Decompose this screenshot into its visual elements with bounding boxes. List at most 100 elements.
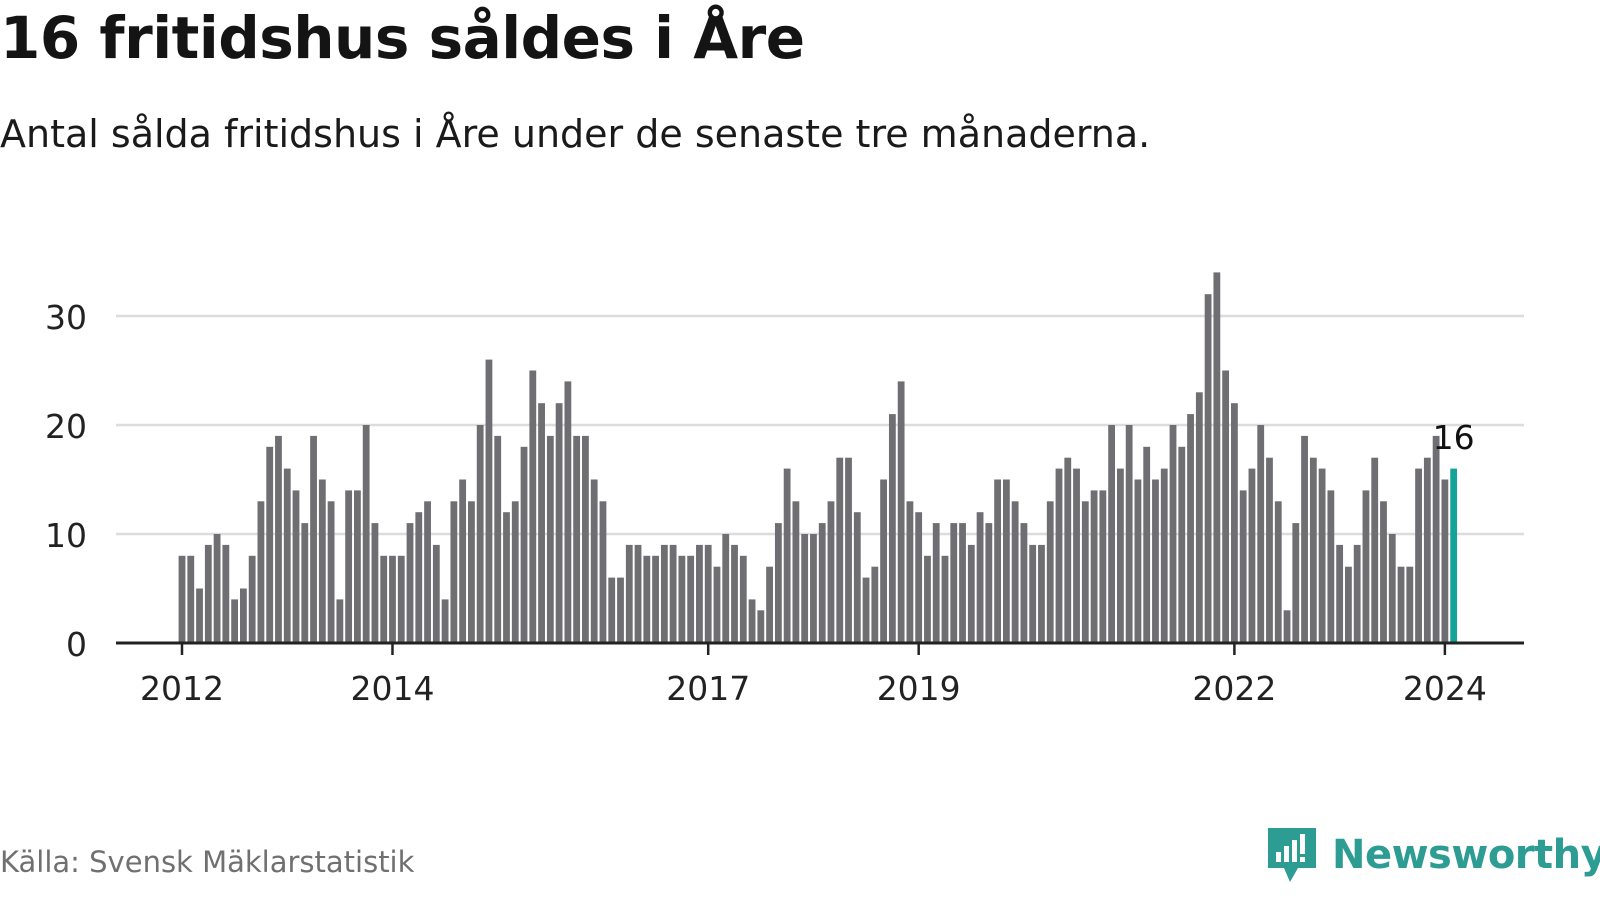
bar [424, 501, 431, 643]
bar [1038, 544, 1045, 643]
bar [1406, 566, 1414, 643]
bar [257, 501, 265, 643]
bar [1336, 544, 1344, 643]
bar [590, 479, 598, 643]
bar [1011, 501, 1019, 643]
chart-title: 16 fritidshus såldes i Åre [0, 4, 805, 72]
bar [266, 446, 274, 643]
bar [915, 512, 923, 643]
bar [766, 566, 773, 643]
y-tick-label: 30 [45, 298, 87, 337]
bar [880, 479, 887, 643]
bar [450, 501, 458, 643]
bar [582, 435, 589, 643]
x-tick-label: 2019 [877, 669, 961, 708]
bar [774, 523, 782, 643]
bar [792, 501, 800, 643]
bar [1187, 414, 1194, 643]
bar [301, 523, 309, 643]
bar [468, 501, 475, 643]
bar [336, 599, 344, 643]
bar [204, 544, 212, 643]
bar [1318, 468, 1326, 643]
bar [1213, 272, 1221, 643]
bar-highlight [1450, 468, 1458, 643]
bar [1301, 435, 1308, 643]
bar [906, 501, 914, 643]
bar [888, 414, 896, 643]
y-tick-label: 20 [45, 407, 87, 446]
bar [652, 555, 659, 643]
bar [529, 370, 537, 643]
bar [1064, 457, 1072, 643]
bar [406, 523, 414, 643]
bar [897, 381, 905, 643]
bar [731, 544, 738, 643]
bar [538, 403, 545, 643]
bar [818, 523, 826, 643]
bar [643, 555, 651, 643]
bar [318, 479, 326, 643]
bar [1169, 425, 1177, 643]
bar [994, 479, 1002, 643]
bar [239, 588, 247, 643]
bar [327, 501, 335, 643]
bar [932, 523, 940, 643]
bar [283, 468, 291, 643]
y-tick-label: 10 [45, 516, 87, 555]
bar [950, 523, 958, 643]
bar [985, 523, 993, 643]
chart-subtitle: Antal sålda fritidshus i Åre under de se… [0, 112, 1151, 156]
bar [739, 555, 747, 643]
bar [1423, 457, 1431, 643]
bar [1116, 468, 1124, 643]
bar [1432, 435, 1440, 643]
bar [187, 555, 195, 643]
bar [564, 381, 572, 643]
bar [1081, 501, 1089, 643]
source-note: Källa: Svensk Mäklarstatistik [0, 845, 415, 879]
bar [1397, 566, 1405, 643]
bar [1152, 479, 1159, 643]
brand-logo: Newsworthy [1266, 826, 1600, 884]
bar [459, 479, 467, 643]
bar [196, 588, 203, 643]
bar [1292, 523, 1300, 643]
bar [599, 501, 607, 643]
x-tick-label: 2017 [666, 669, 750, 708]
bar [941, 555, 949, 643]
bar [678, 555, 686, 643]
bar [1090, 490, 1098, 643]
bar [1108, 425, 1116, 643]
bar [1055, 468, 1063, 643]
bar [441, 599, 449, 643]
bar [634, 544, 642, 643]
bar [573, 435, 581, 643]
bar [397, 555, 405, 643]
value-annotation: 16 [1433, 418, 1475, 457]
bar [617, 577, 624, 643]
bar [1204, 294, 1212, 643]
bar [1371, 457, 1379, 643]
bar [713, 566, 721, 643]
x-tick-label: 2012 [140, 669, 224, 708]
bar [704, 544, 712, 643]
bar [1029, 544, 1037, 643]
bar [1125, 425, 1133, 643]
bar [1178, 446, 1186, 643]
bar [503, 512, 510, 643]
bar [511, 501, 519, 643]
brand-name: Newsworthy [1332, 832, 1600, 878]
bar [1309, 457, 1317, 643]
bar [1353, 544, 1361, 643]
bar [696, 544, 703, 643]
bar [687, 555, 695, 643]
bar [1073, 468, 1080, 643]
bar [810, 534, 817, 643]
bar [1046, 501, 1054, 643]
bar [345, 490, 353, 643]
bar [231, 599, 239, 643]
bar [1143, 446, 1151, 643]
bar [1257, 425, 1265, 643]
